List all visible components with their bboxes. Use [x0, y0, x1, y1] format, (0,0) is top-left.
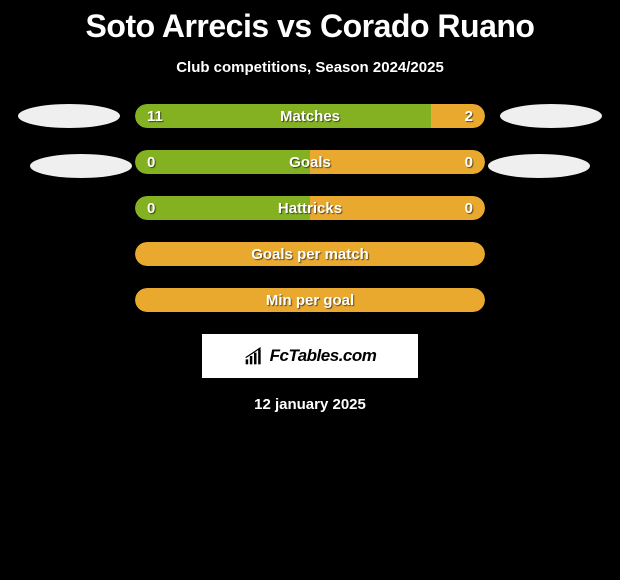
stat-bar: Min per goal [135, 288, 485, 312]
logo-text: FcTables.com [270, 346, 377, 366]
stat-bar: Goals0 0 [135, 150, 485, 174]
stat-value-right: 0 [465, 200, 473, 217]
player-right-ellipse [488, 154, 590, 178]
stat-row: Matches11 2 [10, 104, 610, 128]
stat-row: Hattricks0 0 [10, 196, 610, 220]
stat-row: Goals0 0 [10, 150, 610, 174]
stat-bar: Goals per match [135, 242, 485, 266]
stat-row: Min per goal [10, 288, 610, 312]
stat-value-left: 0 [147, 154, 155, 171]
stat-value-right: 2 [465, 108, 473, 125]
player-left-ellipse [30, 154, 132, 178]
date-label: 12 january 2025 [254, 396, 366, 413]
stat-bar: Hattricks0 0 [135, 196, 485, 220]
player-right-ellipse [500, 104, 602, 128]
subtitle: Club competitions, Season 2024/2025 [176, 59, 444, 76]
stat-label: Hattricks [135, 200, 485, 217]
logo-box: FcTables.com [202, 334, 418, 378]
stat-value-left: 0 [147, 200, 155, 217]
stat-label: Goals [135, 154, 485, 171]
stat-value-right: 0 [465, 154, 473, 171]
player-left-ellipse [18, 104, 120, 128]
page-title: Soto Arrecis vs Corado Ruano [86, 8, 535, 45]
stat-row: Goals per match [10, 242, 610, 266]
stat-label: Min per goal [135, 292, 485, 309]
stat-rows: Matches112Goals00Hattricks00Goals per ma… [10, 104, 610, 312]
stat-label: Goals per match [135, 246, 485, 263]
comparison-infographic: Soto Arrecis vs Corado Ruano Club compet… [0, 0, 620, 413]
stat-label: Matches [135, 108, 485, 125]
bar-chart-icon [244, 346, 264, 366]
stat-bar: Matches11 2 [135, 104, 485, 128]
stat-value-left: 11 [147, 108, 163, 125]
